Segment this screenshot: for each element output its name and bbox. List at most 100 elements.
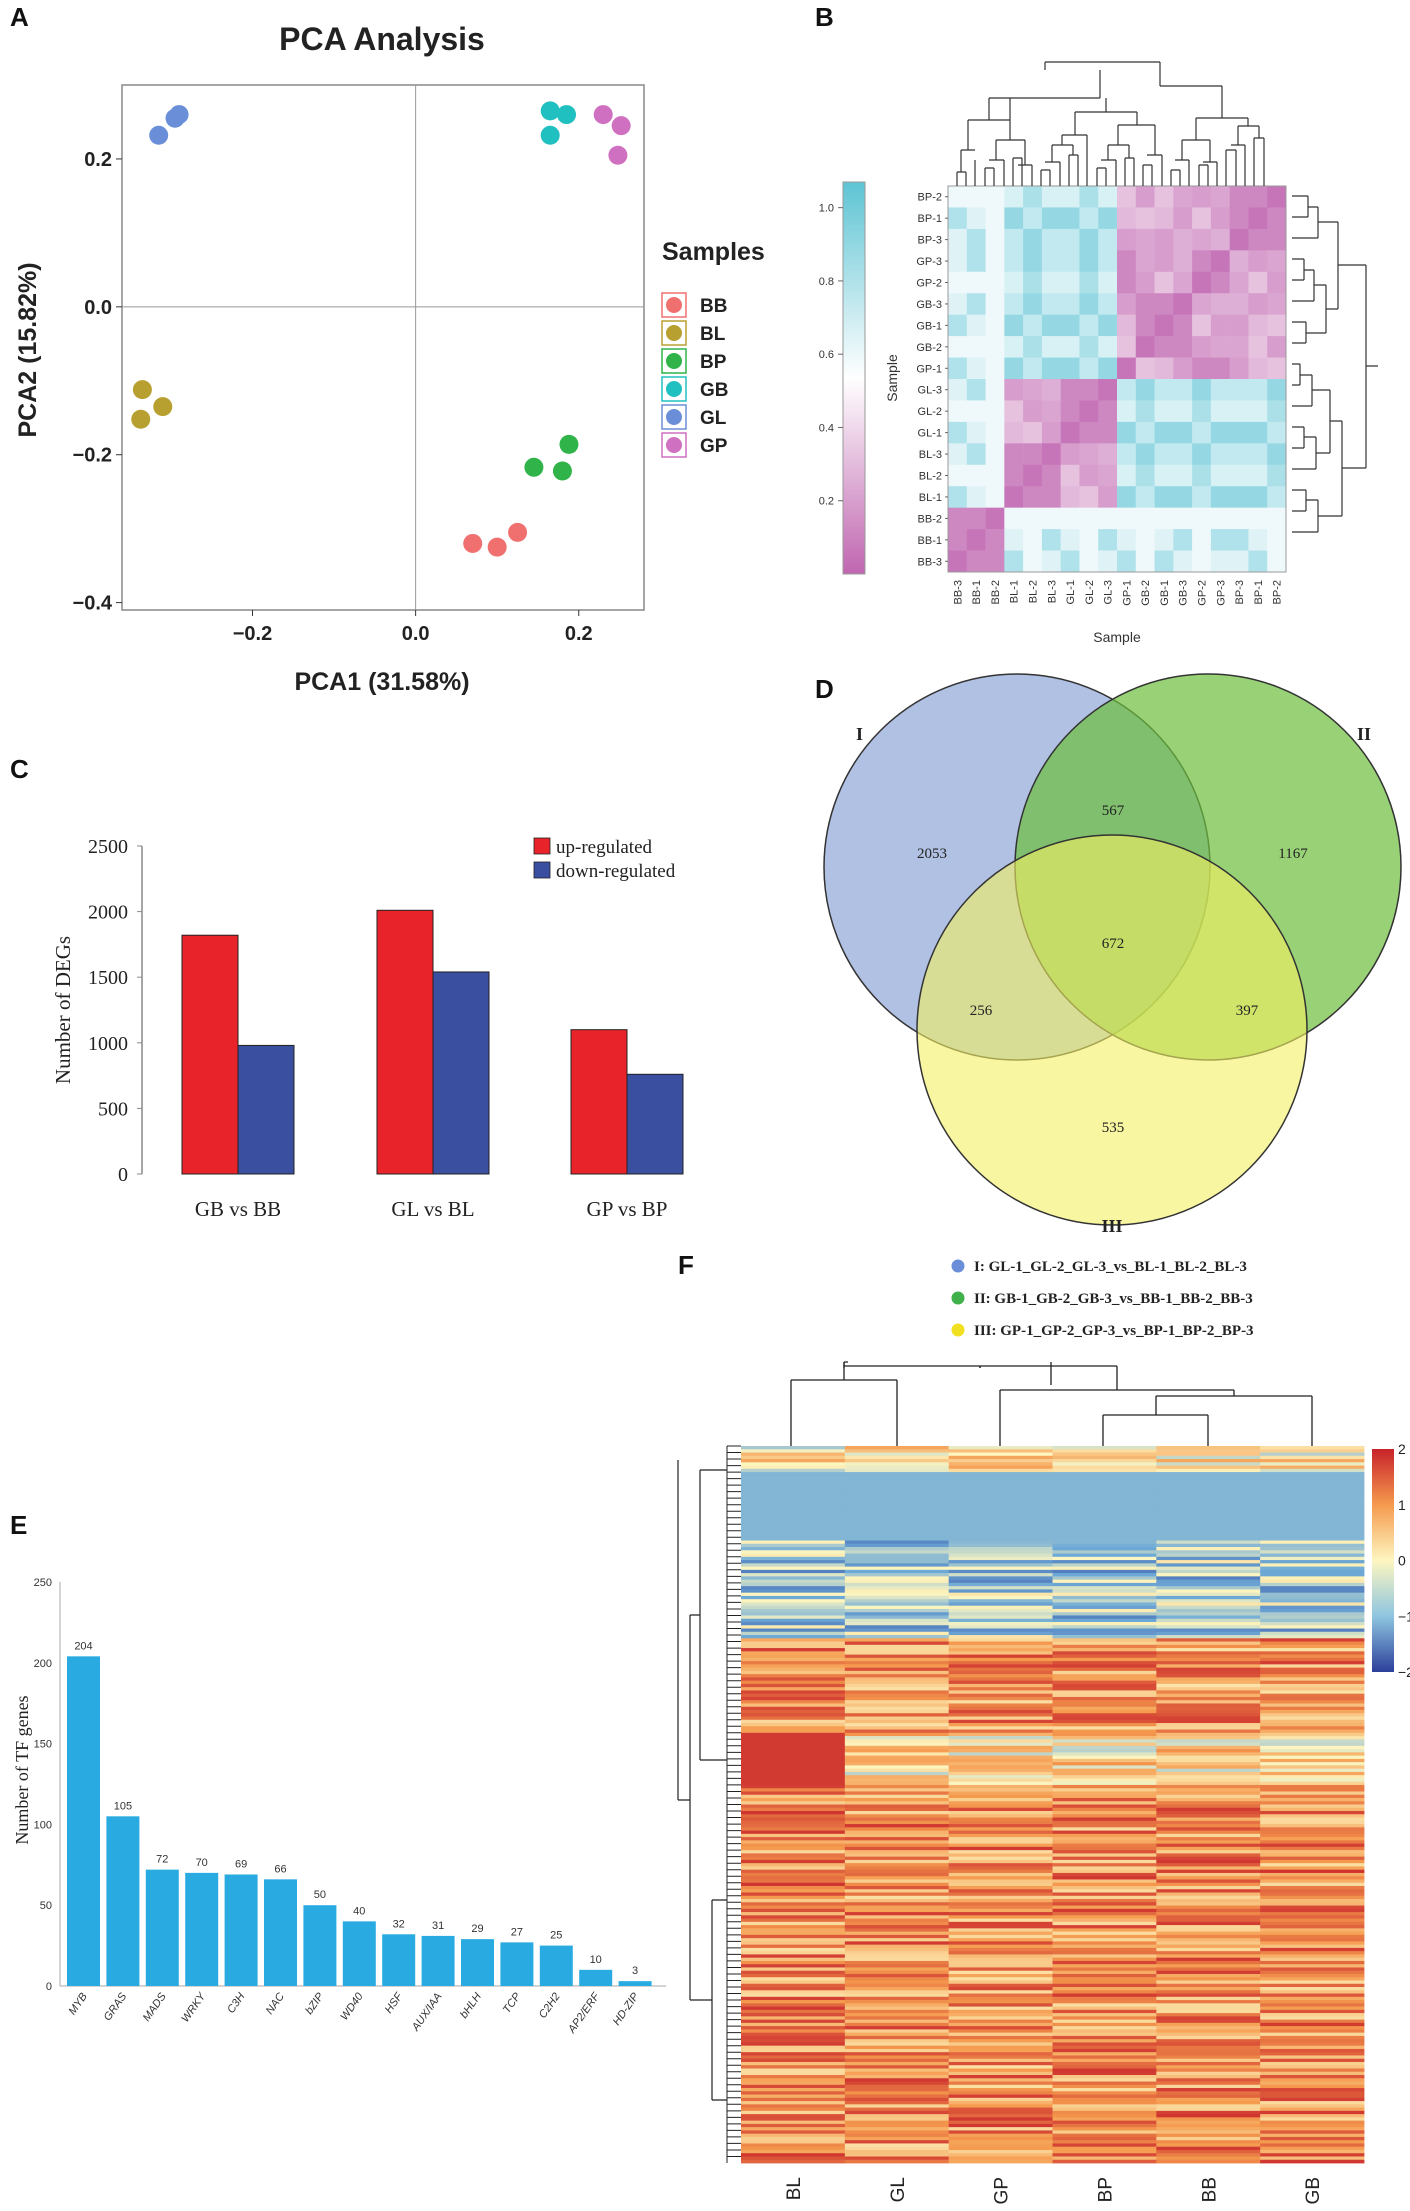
expr-cell (948, 1931, 1053, 1936)
expr-cell (1260, 1615, 1365, 1620)
corr-cell (948, 400, 968, 423)
corr-cell (1004, 293, 1024, 315)
expr-cell (1052, 1683, 1157, 1688)
expr-cell (1260, 2140, 1365, 2144)
expr-cell (844, 1488, 950, 1493)
expr-cell (948, 1824, 1053, 1828)
corr-cell (1173, 529, 1193, 551)
corr-cell (1173, 336, 1193, 358)
expr-cell (1052, 1775, 1157, 1779)
expr-cell (741, 1481, 846, 1486)
expr-cell (948, 1801, 1053, 1805)
expr-cell (1052, 1993, 1157, 1998)
corr-cell (1135, 271, 1155, 294)
corr-cell (1267, 486, 1287, 508)
corr-cell (1229, 464, 1249, 487)
corr-col-label: GB-3 (1178, 580, 1190, 606)
corr-cell (1173, 271, 1193, 294)
expr-cell (844, 2140, 950, 2144)
expr-cell (844, 1550, 950, 1554)
pca-y-tick-label: −0.2 (73, 445, 112, 467)
degs-x-tick-label: GB vs BB (195, 1197, 281, 1221)
expr-cell (948, 1863, 1053, 1867)
expr-cell (1156, 1964, 1261, 1968)
expr-cell (844, 1925, 950, 1929)
expr-cell (948, 1915, 1053, 1919)
expr-cell (844, 1579, 950, 1584)
expr-cell (1052, 2084, 1157, 2089)
expr-cell (948, 1586, 1053, 1590)
expr-cell (1052, 2042, 1157, 2047)
expr-cell (1260, 2091, 1365, 2095)
expr-cell (948, 1563, 1053, 1567)
degs-legend-label: down-regulated (556, 861, 676, 882)
expr-cell (1052, 1540, 1157, 1545)
expr-cell (1052, 1895, 1157, 1900)
expr-cell (1052, 1638, 1157, 1642)
expr-cell (741, 1566, 846, 1571)
expr-cell (844, 1635, 950, 1639)
pca-legend-box (661, 292, 687, 318)
expr-cell (1052, 2026, 1157, 2030)
expr-cell (948, 1605, 1053, 1610)
expr-cell (844, 1514, 950, 1519)
corr-cell (1117, 464, 1137, 487)
corr-column-dendrogram (956, 61, 1265, 186)
expr-cell (741, 1641, 846, 1646)
expr-cell (948, 2143, 1053, 2148)
expr-cell (844, 1745, 950, 1750)
expr-cell (1260, 1817, 1365, 1822)
expr-col-label: GP (992, 2177, 1013, 2204)
expr-cell (1260, 1719, 1365, 1724)
expr-cell (1052, 1501, 1157, 1506)
expr-cell (948, 1856, 1053, 1861)
expr-cell (1260, 1811, 1365, 1815)
expr-cell (948, 1537, 1053, 1541)
expr-cell (844, 1960, 950, 1965)
expr-cell (948, 1452, 1053, 1457)
expr-cell (948, 1501, 1053, 1506)
expr-cell (844, 1990, 950, 1994)
expr-cell (1156, 2071, 1261, 2076)
expr-cell (1156, 1947, 1261, 1952)
expr-cell (1052, 1592, 1157, 1597)
expr-cell (1156, 1895, 1261, 1900)
expr-cell (844, 1899, 950, 1903)
expr-cell (741, 2068, 846, 2073)
tf-value-label: 31 (432, 1920, 444, 1932)
pca-y-tick-label: 0.2 (84, 149, 112, 171)
expr-cell (1156, 1661, 1261, 1665)
expr-cell (844, 1824, 950, 1828)
expr-cell (1156, 2084, 1261, 2089)
expr-cell (948, 1599, 1053, 1603)
expr-cell (741, 1621, 846, 1626)
venn-set-label-iii: III (1101, 1216, 1122, 1236)
venn-region-ii-only: 1167 (1278, 846, 1308, 862)
degs-y-tick-label: 500 (98, 1098, 128, 1120)
corr-cell (966, 400, 986, 423)
expr-cell (844, 1729, 950, 1734)
expr-cell (1052, 1543, 1157, 1548)
expr-cell (741, 1856, 846, 1861)
expr-cell (1260, 2078, 1365, 2082)
expr-cell (1052, 1889, 1157, 1893)
expr-cell (1156, 1921, 1261, 1926)
corr-col-label: BL-1 (1009, 580, 1021, 603)
expr-cell (1052, 1618, 1157, 1623)
expr-col-label: BB (1199, 2177, 1220, 2202)
corr-cell (948, 250, 968, 273)
expr-cell (1156, 1791, 1261, 1796)
expr-cell (1156, 1638, 1261, 1642)
expr-cell (741, 1670, 846, 1675)
tf-y-tick-label: 100 (34, 1819, 52, 1831)
expr-cell (948, 1543, 1053, 1548)
expr-cell (948, 1791, 1053, 1796)
expr-cell (1052, 1807, 1157, 1812)
corr-cell (1060, 357, 1080, 380)
expr-cell (1052, 1696, 1157, 1701)
corr-cell (1192, 314, 1212, 337)
degs-x-axis: GB vs BB GL vs BL GP vs BP (195, 1197, 668, 1221)
corr-cell (1192, 293, 1212, 315)
